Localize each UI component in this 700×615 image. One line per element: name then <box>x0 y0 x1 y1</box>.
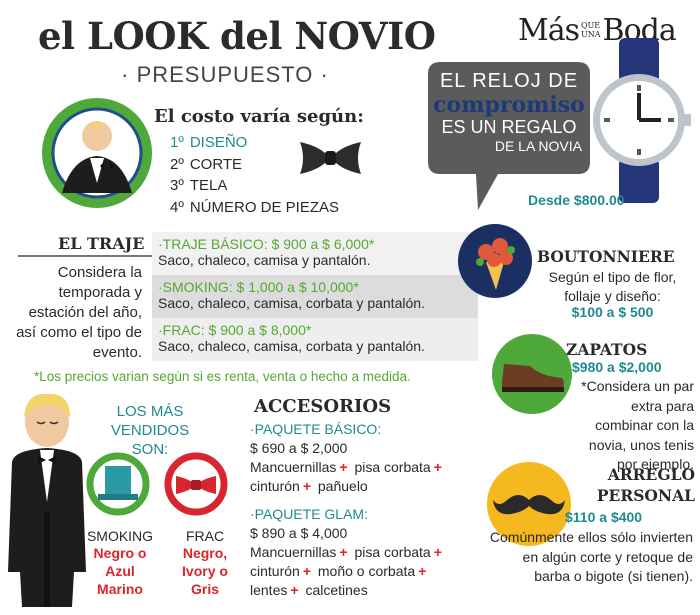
costo-title: El costo varía según: <box>154 106 364 127</box>
costo-number: 2º <box>170 155 184 173</box>
speech-bubble <box>428 62 590 210</box>
costo-label: DISEÑO <box>189 134 248 151</box>
separator: + <box>433 544 442 560</box>
costo-label: TELA <box>189 177 228 194</box>
package-price: $ 690 a $ 2,000 <box>250 440 348 456</box>
costo-item: 3º TELA <box>170 175 339 197</box>
brand-small-word: UNA <box>581 30 601 39</box>
traje-option: ·SMOKING: $ 1,000 a $ 10,000* Saco, chale… <box>152 275 478 318</box>
accesorios-title: ACCESORIOS <box>254 396 392 417</box>
groom-illustration <box>8 393 86 607</box>
package-items: Mancuernillas + pisa corbata + cinturón + p… <box>250 458 480 496</box>
reloj-line: compromiso <box>433 92 585 118</box>
arreglo-text: Comúnmente ellos sólo invierten en algún… <box>489 529 693 584</box>
costo-item: 2º CORTE <box>170 154 339 176</box>
shoe-icon <box>492 334 572 414</box>
package: ·PAQUETE GLAM: $ 890 a $ 4,000 Mancuernill… <box>250 505 480 600</box>
separator: + <box>433 459 442 475</box>
mas-vendidos-icons <box>86 452 228 516</box>
boutonniere-title: BOUTONNIERE <box>537 247 675 266</box>
brand-word: Más <box>518 12 580 48</box>
package-item: pisa corbata <box>354 459 431 475</box>
vendido-colors: Negro, Ivory o Gris <box>182 545 228 597</box>
package-item: cinturón <box>250 478 300 494</box>
costo-number: 1º <box>170 134 184 151</box>
reloj-price: Desde $800.00 <box>528 192 625 208</box>
mas-vendidos-title: LOS MÁS VENDIDOS SON: <box>110 403 190 458</box>
package-item: Mancuernillas <box>250 544 337 560</box>
vendido-item: FRAC Negro, Ivory o Gris <box>165 528 245 598</box>
watch-icon <box>593 38 691 203</box>
costo-item: 4º NÚMERO DE PIEZAS <box>170 197 339 219</box>
reloj-text: EL RELOJ DE compromiso ES UN REGALO DE L… <box>430 70 588 154</box>
traje-options: ·TRAJE BÁSICO: $ 900 a $ 6,000* Saco, cha… <box>152 232 478 361</box>
separator: + <box>418 563 427 579</box>
traje-option-name: ·FRAC: $ 900 a $ 8,000* <box>158 322 312 338</box>
title: el LOOK del NOVIO <box>38 14 436 58</box>
separator: + <box>302 563 311 579</box>
arreglo-title: ARREGLO PERSONAL <box>596 465 695 505</box>
package-price: $ 890 a $ 4,000 <box>250 525 348 541</box>
package-item: moño o corbata <box>317 563 416 579</box>
separator: + <box>339 459 348 475</box>
costo-item: 1º DISEÑO <box>170 132 339 154</box>
traje-heading: EL TRAJE <box>58 234 145 253</box>
traje-option: ·FRAC: $ 900 a $ 8,000* Saco, chaleco, ca… <box>152 318 478 361</box>
traje-option-desc: Saco, chaleco, camisa, corbata y pantaló… <box>158 295 425 311</box>
vendido-item: SMOKING Negro o Azul Marino <box>80 528 160 598</box>
vendido-name: SMOKING <box>86 528 154 544</box>
package-item: pisa corbata <box>354 544 431 560</box>
zapatos-title: ZAPATOS <box>566 340 648 359</box>
costo-list: 1º DISEÑO 2º CORTE 3º TELA 4º NÚMERO DE PIEZAS <box>170 132 339 218</box>
boutonniere-icon <box>458 224 532 298</box>
separator: + <box>290 582 299 598</box>
arreglo-price: $110 a $400 <box>565 509 643 525</box>
subtitle: · PRESUPUESTO · <box>121 62 329 87</box>
package-items: Mancuernillas + pisa corbata + cinturón + m… <box>250 543 480 600</box>
vendido-colors: Negro o Azul Marino <box>93 545 147 597</box>
divider <box>18 255 170 257</box>
brand-small: QUE UNA <box>581 21 601 39</box>
traje-option-name: ·SMOKING: $ 1,000 a $ 10,000* <box>158 279 359 295</box>
traje-option: ·TRAJE BÁSICO: $ 900 a $ 6,000* Saco, cha… <box>152 232 478 275</box>
package-item: Mancuernillas <box>250 459 337 475</box>
traje-option-desc: Saco, chaleco, camisa, corbata y pantaló… <box>158 338 425 354</box>
boutonniere-price: $100 a $ 500 <box>571 304 654 320</box>
package-item: cinturón <box>250 563 300 579</box>
traje-option-desc: Saco, chaleco, camisa y pantalón. <box>158 252 371 268</box>
groom-circle-icon <box>42 98 152 208</box>
package-name: ·PAQUETE BÁSICO: <box>250 421 382 437</box>
package-item: lentes <box>250 582 288 598</box>
boutonniere-text: Según el tipo de flor, follaje y diseño: <box>548 269 677 304</box>
vendido-name: FRAC <box>185 528 225 544</box>
package-name: ·PAQUETE GLAM: <box>250 506 368 522</box>
separator: + <box>339 544 348 560</box>
costo-number: 4º <box>170 198 184 216</box>
traje-description: Considera la temporada y estación del añ… <box>16 264 142 361</box>
reloj-line: EL RELOJ DE <box>439 70 579 92</box>
costo-label: NÚMERO DE PIEZAS <box>189 198 340 216</box>
bowtie-icon <box>300 142 361 174</box>
brand-small-word: QUE <box>581 21 601 30</box>
traje-option-name: ·TRAJE BÁSICO: $ 900 a $ 6,000* <box>158 236 375 252</box>
mas-vendidos-items: SMOKING Negro o Azul Marino FRAC Negro, Ivo… <box>80 528 245 598</box>
separator: + <box>302 478 311 494</box>
costo-number: 3º <box>170 177 184 194</box>
reloj-line: ES UN REGALO <box>441 117 577 137</box>
zapatos-price: $980 a $2,000 <box>572 359 662 375</box>
reloj-line: DE LA NOVIA <box>494 138 582 154</box>
package-item: pañuelo <box>317 478 368 494</box>
package-item: calcetines <box>305 582 368 598</box>
package: ·PAQUETE BÁSICO: $ 690 a $ 2,000 Mancuerni… <box>250 420 480 496</box>
traje-note: *Los precios varian según si es renta, v… <box>34 369 411 384</box>
costo-label: CORTE <box>189 155 243 173</box>
mustache-icon <box>487 462 571 546</box>
zapatos-text: *Considera un par extra para combinar co… <box>581 378 694 472</box>
accesorios-packages: ·PAQUETE BÁSICO: $ 690 a $ 2,000 Mancuerni… <box>250 420 480 609</box>
